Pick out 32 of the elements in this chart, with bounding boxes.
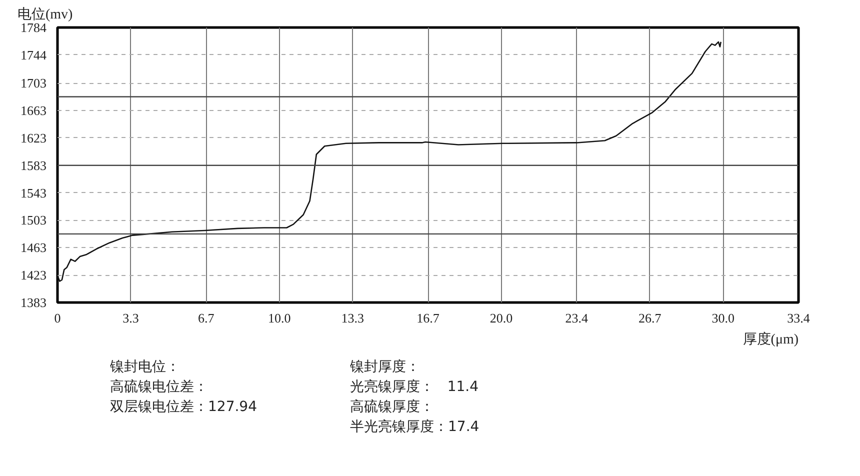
x-tick-label: 30.0 xyxy=(712,310,734,326)
x-tick-label: 6.7 xyxy=(198,310,215,326)
x-tick-label: 20.0 xyxy=(490,310,513,326)
line-series xyxy=(58,41,722,282)
text: 高硫镍电位差： xyxy=(110,378,209,397)
y-tick-label: 1703 xyxy=(20,76,46,91)
y-tick-label: 1383 xyxy=(20,295,46,310)
text: 半光亮镍厚度：17.4 xyxy=(350,418,480,437)
x-tick-label: 33.4 xyxy=(787,310,810,326)
x-tick-label: 23.4 xyxy=(565,310,589,326)
x-tick-label: 10.0 xyxy=(268,310,291,326)
x-tick-label: 13.3 xyxy=(341,310,364,326)
text: 光亮镍厚度： 11.4 xyxy=(350,378,480,397)
y-tick-label: 1583 xyxy=(20,158,46,173)
x-tick-label: 26.7 xyxy=(638,310,662,326)
x-tick-label: 0 xyxy=(54,310,61,326)
y-axis-title: 电位(mv) xyxy=(18,6,74,22)
x-axis-title: 厚度(μm) xyxy=(742,332,799,348)
y-tick-label: 1543 xyxy=(20,185,46,200)
text: 高硫镍厚度： xyxy=(350,398,435,417)
text: 镍封电位： xyxy=(110,358,181,377)
y-tick-label: 1784 xyxy=(20,20,47,35)
y-tick-label: 1663 xyxy=(20,102,46,118)
y-tick-label: 1744 xyxy=(20,47,47,62)
x-tick-label: 16.7 xyxy=(416,310,440,326)
text: 镍封厚度： xyxy=(350,358,421,377)
y-tick-label: 1623 xyxy=(20,130,46,146)
text: 双层镍电位差：127.94 xyxy=(110,398,258,417)
y-tick-label: 1503 xyxy=(20,212,46,228)
x-tick-label: 3.3 xyxy=(122,310,139,326)
y-tick-label: 1423 xyxy=(20,268,46,283)
y-tick-label: 1463 xyxy=(20,240,46,256)
